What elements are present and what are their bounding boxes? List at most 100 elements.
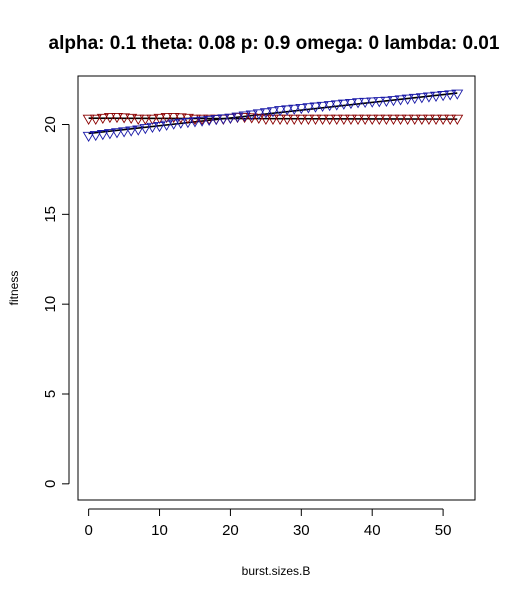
data-point bbox=[422, 92, 435, 103]
data-point bbox=[288, 104, 301, 115]
data-point bbox=[394, 95, 407, 106]
y-tick-label: 15 bbox=[42, 206, 59, 223]
data-point bbox=[380, 114, 393, 125]
data-point bbox=[380, 96, 393, 107]
x-tick-label: 10 bbox=[151, 522, 168, 539]
data-point bbox=[153, 121, 166, 133]
data-point bbox=[96, 130, 109, 141]
series-1 bbox=[82, 112, 464, 125]
data-point bbox=[167, 112, 180, 124]
data-point bbox=[288, 114, 301, 125]
data-point bbox=[203, 115, 216, 127]
data-point bbox=[89, 114, 102, 125]
data-point bbox=[366, 114, 379, 125]
x-axis-label: burst.sizes.B bbox=[242, 564, 311, 578]
data-point bbox=[252, 109, 265, 120]
data-point bbox=[160, 112, 173, 124]
data-point bbox=[274, 106, 287, 117]
data-point bbox=[415, 114, 428, 125]
data-point bbox=[82, 131, 95, 143]
data-point bbox=[132, 125, 145, 136]
y-tick-label: 20 bbox=[42, 116, 59, 133]
data-point bbox=[96, 113, 109, 125]
x-axis: 0 10 20 30 40 50 bbox=[84, 508, 452, 539]
data-point bbox=[366, 97, 379, 108]
data-point bbox=[118, 113, 131, 124]
data-point bbox=[323, 114, 336, 125]
data-point bbox=[118, 127, 131, 138]
data-point bbox=[444, 114, 457, 125]
data-point bbox=[281, 114, 294, 125]
data-point bbox=[146, 114, 159, 125]
data-point bbox=[203, 114, 216, 125]
y-axis-label: fitness bbox=[7, 271, 21, 306]
data-point bbox=[252, 113, 265, 125]
data-point bbox=[323, 101, 336, 112]
chart-title: alpha: 0.1 theta: 0.08 p: 0.9 omega: 0 l… bbox=[49, 33, 500, 54]
data-point bbox=[373, 114, 386, 125]
data-point bbox=[352, 98, 365, 109]
data-point bbox=[89, 130, 102, 142]
data-point bbox=[344, 114, 357, 125]
data-point bbox=[422, 114, 435, 125]
y-tick-label: 0 bbox=[42, 480, 59, 488]
x-tick-label: 40 bbox=[364, 522, 381, 539]
data-point bbox=[451, 89, 464, 100]
y-tick-label: 10 bbox=[42, 296, 59, 313]
data-point bbox=[103, 129, 116, 140]
data-point bbox=[302, 103, 315, 114]
data-point bbox=[125, 113, 138, 125]
x-tick-label: 20 bbox=[222, 522, 239, 539]
x-tick-label: 0 bbox=[84, 522, 92, 539]
data-point bbox=[160, 120, 173, 131]
data-point bbox=[245, 113, 258, 124]
data-point bbox=[437, 114, 450, 125]
data-point bbox=[245, 110, 258, 121]
data-point bbox=[359, 97, 372, 109]
data-point bbox=[330, 114, 343, 125]
data-point bbox=[337, 114, 350, 125]
x-tick-label: 50 bbox=[435, 522, 452, 539]
y-axis: 0 5 10 15 20 bbox=[42, 116, 70, 488]
series-2 bbox=[82, 89, 464, 143]
data-point bbox=[125, 126, 138, 137]
data-point bbox=[181, 118, 194, 129]
data-point bbox=[111, 112, 123, 124]
data-point bbox=[196, 116, 209, 127]
data-point bbox=[352, 114, 365, 125]
data-point bbox=[444, 90, 457, 101]
data-point bbox=[266, 107, 279, 118]
plot-frame bbox=[77, 75, 476, 501]
data-point bbox=[415, 93, 428, 104]
data-point bbox=[344, 98, 357, 110]
data-point bbox=[259, 114, 272, 125]
data-point bbox=[309, 114, 322, 125]
data-point bbox=[430, 114, 442, 125]
data-point bbox=[295, 103, 308, 115]
data-point bbox=[430, 91, 442, 102]
data-point bbox=[316, 114, 329, 125]
data-point bbox=[238, 111, 251, 122]
data-point bbox=[373, 97, 386, 108]
data-point bbox=[231, 112, 244, 123]
data-point bbox=[146, 122, 159, 134]
data-point bbox=[359, 114, 372, 125]
data-point bbox=[401, 94, 414, 105]
data-point bbox=[259, 108, 272, 119]
y-tick-label: 5 bbox=[42, 390, 59, 398]
data-point bbox=[139, 124, 152, 135]
data-point bbox=[224, 113, 237, 124]
data-point bbox=[153, 113, 166, 125]
fit-line bbox=[88, 117, 458, 120]
data-point bbox=[103, 112, 116, 124]
data-point bbox=[387, 96, 400, 107]
series-layer bbox=[82, 89, 464, 143]
data-point bbox=[188, 117, 201, 128]
data-point bbox=[281, 105, 294, 116]
data-point bbox=[394, 114, 407, 125]
data-point bbox=[174, 118, 187, 129]
data-point bbox=[408, 114, 421, 125]
data-point bbox=[309, 102, 322, 113]
data-point bbox=[451, 114, 464, 125]
